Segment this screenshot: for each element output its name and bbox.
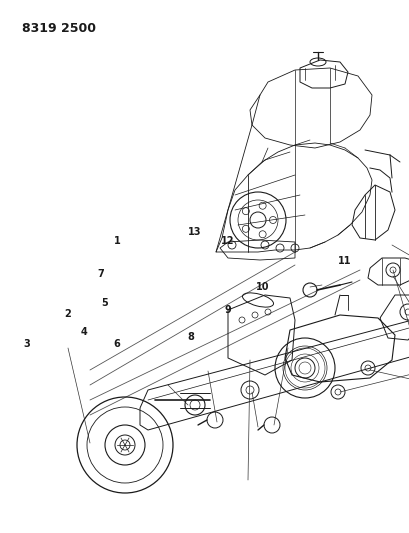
Text: 5: 5 [101, 298, 108, 308]
Text: 4: 4 [81, 327, 87, 336]
Text: 12: 12 [220, 236, 234, 246]
Text: 3: 3 [23, 339, 30, 349]
Text: 11: 11 [337, 256, 350, 266]
Text: 9: 9 [224, 305, 230, 315]
Text: 1: 1 [113, 236, 120, 246]
Text: 6: 6 [113, 339, 120, 349]
Text: 13: 13 [188, 227, 201, 237]
Text: 8319 2500: 8319 2500 [22, 22, 96, 35]
Text: 2: 2 [64, 310, 71, 319]
Text: 10: 10 [255, 282, 268, 292]
Text: 7: 7 [97, 270, 103, 279]
Text: 8: 8 [187, 333, 193, 342]
